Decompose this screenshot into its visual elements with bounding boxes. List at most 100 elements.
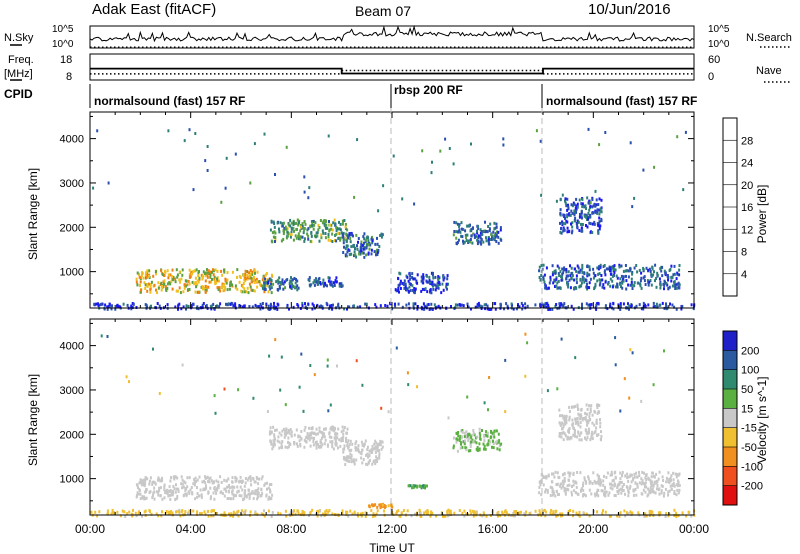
data-cell — [274, 231, 277, 235]
data-cell — [611, 274, 614, 278]
data-cell — [368, 459, 371, 462]
data-cell — [237, 489, 240, 493]
data-cell — [551, 488, 554, 491]
data-cell — [267, 509, 270, 513]
data-cell — [350, 454, 353, 458]
data-cell — [161, 479, 164, 483]
data-cell — [512, 512, 515, 515]
data-cell — [675, 475, 678, 479]
data-cell — [576, 205, 579, 209]
data-cell — [442, 276, 445, 280]
data-cell — [630, 277, 633, 281]
data-cell — [179, 280, 181, 284]
data-cell — [660, 489, 663, 493]
data-cell — [625, 287, 628, 291]
data-cell — [193, 480, 196, 484]
data-cell — [201, 285, 204, 289]
data-cell — [273, 440, 276, 444]
data-cell — [151, 483, 154, 486]
data-cell — [232, 510, 235, 514]
data-cell — [544, 286, 547, 290]
data-cell — [594, 210, 597, 214]
data-cell — [465, 448, 468, 452]
nave-tick-0: 0 — [708, 71, 714, 83]
data-cell — [279, 286, 281, 290]
data-cell — [272, 282, 275, 286]
data-cell — [303, 438, 306, 442]
data-cell — [678, 472, 681, 476]
data-cell — [212, 268, 214, 272]
data-cell — [639, 279, 642, 283]
data-cell — [524, 332, 527, 336]
data-cell — [552, 281, 555, 285]
data-cell — [559, 414, 561, 418]
data-cell — [365, 453, 368, 457]
data-cell — [490, 430, 493, 434]
x-tick-label-5: 20:00 — [578, 522, 608, 536]
data-cell — [291, 278, 294, 282]
data-cell — [244, 272, 247, 276]
data-cell — [672, 273, 675, 277]
data-cell — [311, 508, 314, 512]
data-cell — [586, 422, 589, 426]
data-cell — [583, 493, 586, 497]
freq-trace — [90, 67, 694, 75]
data-cell — [672, 482, 675, 485]
data-cell — [571, 274, 574, 278]
data-cell — [225, 302, 227, 306]
data-cell — [182, 494, 185, 498]
data-cell — [472, 514, 475, 518]
data-cell — [542, 476, 545, 479]
data-cell — [555, 483, 558, 486]
data-cell — [570, 209, 573, 213]
data-cell — [155, 272, 157, 276]
data-cell — [165, 289, 168, 292]
data-cell — [313, 373, 316, 377]
data-cell — [565, 418, 568, 422]
data-cell — [462, 304, 465, 308]
data-cell — [599, 418, 601, 422]
data-cell — [648, 280, 651, 284]
data-cell — [306, 232, 309, 236]
data-cell — [272, 235, 275, 239]
data-cell — [196, 510, 199, 514]
data-cell — [346, 244, 349, 248]
data-cell — [163, 488, 166, 491]
xlabel: Time UT — [369, 541, 415, 554]
data-cell — [306, 228, 309, 232]
data-cell — [261, 278, 264, 282]
data-cell — [670, 279, 673, 283]
data-cell — [392, 154, 395, 158]
date-label: 10/Jun/2016 — [588, 1, 671, 18]
data-cell — [480, 242, 483, 246]
data-cell — [169, 493, 172, 497]
data-cell — [628, 307, 630, 311]
data-cell — [584, 494, 587, 498]
data-cell — [486, 307, 489, 311]
data-cell — [390, 503, 393, 507]
data-cell — [595, 426, 598, 430]
data-cell — [223, 270, 226, 274]
data-cell — [571, 493, 573, 497]
data-cell — [138, 272, 140, 276]
data-cell — [178, 286, 181, 290]
data-cell — [204, 512, 207, 516]
data-cell — [399, 287, 402, 290]
data-cell — [331, 445, 334, 449]
data-cell — [619, 409, 622, 413]
data-cell — [366, 445, 369, 449]
data-cell — [549, 485, 552, 489]
data-cell — [569, 213, 572, 217]
data-cell — [175, 268, 178, 272]
data-cell — [540, 274, 543, 277]
data-cell — [558, 302, 561, 306]
data-cell — [202, 286, 205, 290]
data-cell — [581, 202, 584, 206]
data-cell — [231, 283, 233, 287]
data-cell — [331, 440, 334, 444]
data-cell — [334, 233, 337, 237]
data-cell — [310, 427, 313, 430]
data-cell — [652, 383, 655, 387]
data-cell — [366, 448, 369, 451]
data-cell — [399, 514, 402, 518]
